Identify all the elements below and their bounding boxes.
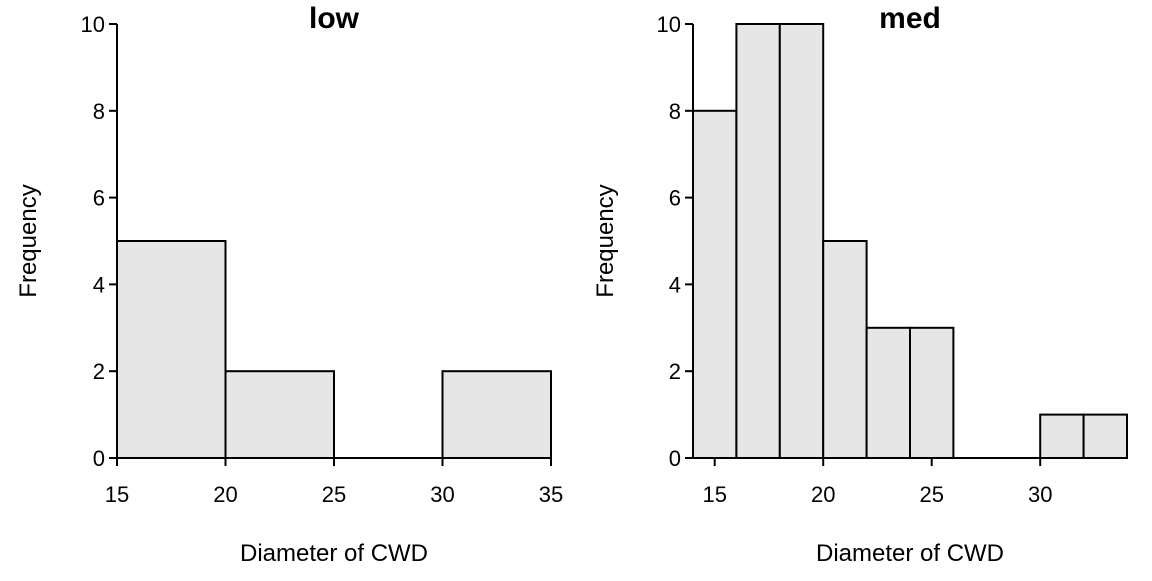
x-tick-label: 20 bbox=[811, 482, 835, 507]
histogram-bar bbox=[735, 23, 781, 459]
y-tick-label: 8 bbox=[93, 99, 105, 124]
y-tick-label: 0 bbox=[669, 446, 681, 471]
x-axis-label: Diameter of CWD bbox=[816, 540, 1004, 567]
y-tick-label: 2 bbox=[669, 359, 681, 384]
histogram-bar bbox=[441, 370, 552, 460]
x-tick-label: 20 bbox=[213, 482, 237, 507]
y-tick-label: 6 bbox=[93, 186, 105, 211]
y-tick-label: 2 bbox=[93, 359, 105, 384]
panel-title: med bbox=[879, 2, 941, 35]
x-tick-label: 15 bbox=[105, 482, 129, 507]
x-tick-label: 30 bbox=[430, 482, 454, 507]
y-tick-label: 8 bbox=[669, 99, 681, 124]
histogram-bar bbox=[692, 109, 738, 460]
histogram-bar bbox=[224, 370, 335, 460]
histogram-panel-med: 0 2 4 6 8 10 15 20 25 30 med Diameter of CWD Frequen… bbox=[592, 2, 1128, 567]
panel-title: low bbox=[309, 2, 360, 35]
histogram-bar bbox=[116, 240, 227, 459]
y-tick-label: 0 bbox=[93, 446, 105, 471]
x-tick-label: 15 bbox=[702, 482, 726, 507]
histogram-bar bbox=[1082, 413, 1128, 460]
y-tick-label: 4 bbox=[93, 272, 105, 297]
x-tick-label: 25 bbox=[919, 482, 943, 507]
histogram-bar bbox=[865, 326, 911, 459]
histogram-bar bbox=[822, 240, 868, 459]
y-axis-label: Frequency bbox=[592, 184, 619, 297]
y-tick-label: 4 bbox=[669, 272, 681, 297]
histogram-panel-low: 0 2 4 6 8 10 15 20 25 30 35 low Diameter of CWD Frequ… bbox=[15, 2, 563, 567]
histogram-bar bbox=[1039, 413, 1085, 460]
histogram-bar bbox=[909, 326, 955, 459]
y-tick-label: 10 bbox=[81, 12, 105, 37]
x-axis-label: Diameter of CWD bbox=[240, 540, 428, 567]
y-tick-label: 10 bbox=[657, 12, 681, 37]
x-tick-label: 25 bbox=[322, 482, 346, 507]
x-tick-label: 30 bbox=[1028, 482, 1052, 507]
y-axis-label: Frequency bbox=[15, 184, 42, 297]
histogram-bar bbox=[778, 23, 825, 459]
y-tick-label: 6 bbox=[669, 186, 681, 211]
x-tick-label: 35 bbox=[539, 482, 563, 507]
